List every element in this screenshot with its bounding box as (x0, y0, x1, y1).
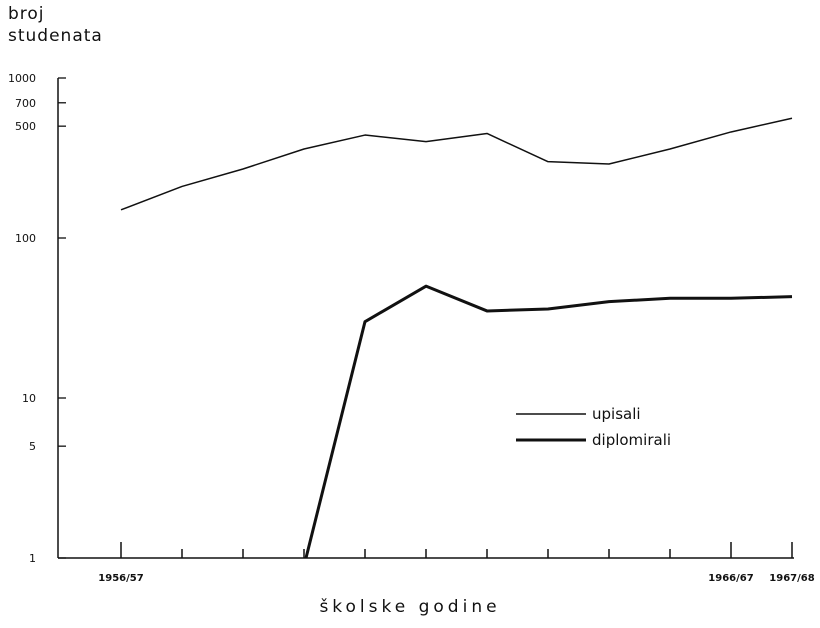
x-tick-label-1: 1966/67 (708, 573, 753, 584)
y-tick-label-3: 100 (15, 232, 36, 245)
y-tick-label-4: 500 (15, 120, 36, 133)
legend-label-diplomirali: diplomirali (592, 431, 671, 449)
y-axis-label-line-2: studenata (8, 26, 103, 46)
series-line-upisali (120, 117, 793, 211)
series-line-diplomirali (304, 284, 793, 559)
y-tick-label-0: 1 (29, 552, 36, 565)
x-tick-label-0: 1956/57 (98, 573, 143, 584)
y-tick-label-2: 10 (22, 392, 36, 405)
legend-label-upisali: upisali (592, 405, 641, 423)
y-tick-label-5: 700 (15, 97, 36, 110)
y-tick-label-1: 5 (29, 440, 36, 453)
y-tick-label-6: 1000 (8, 72, 36, 85)
x-axis-label: školske godine (319, 597, 501, 617)
x-tick-label-2: 1967/68 (769, 573, 814, 584)
y-axis-label-line-1: broj (8, 4, 45, 24)
